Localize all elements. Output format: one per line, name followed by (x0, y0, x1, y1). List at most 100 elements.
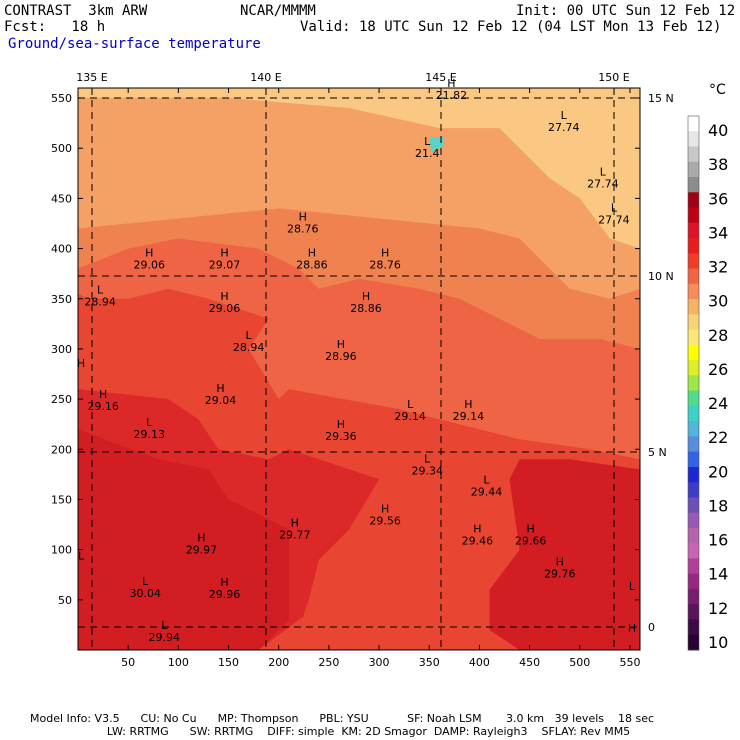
colorbar-swatch (688, 497, 699, 514)
extreme-value: 29.44 (471, 485, 503, 498)
y-tick-label: 400 (51, 243, 72, 256)
extreme-high-marker: H (381, 503, 389, 516)
y-tick-label: 450 (51, 192, 72, 205)
colorbar-swatch (688, 588, 699, 605)
extreme-high-marker: H (556, 556, 564, 569)
colorbar-label: 34 (708, 223, 728, 242)
latitude-label: 10 N (648, 270, 674, 283)
colorbar-swatch (688, 329, 699, 346)
colorbar-swatch (688, 207, 699, 224)
band-29-3-s (258, 599, 460, 650)
y-tick-label: 500 (51, 142, 72, 155)
colorbar-swatch (688, 238, 699, 254)
colorbar-swatch (688, 192, 699, 209)
extreme-value: 29.16 (87, 400, 119, 413)
edge-marker: H (77, 357, 85, 370)
colorbar-swatch (688, 146, 699, 163)
colorbar-swatch (688, 436, 699, 453)
colorbar-swatch (688, 283, 699, 300)
band-30-a (78, 429, 289, 650)
extreme-high-marker: H (308, 247, 316, 260)
colorbar-label: 10 (708, 633, 728, 652)
model-info-line2: LW: RRTMG SW: RRTMG DIFF: simple KM: 2D … (30, 725, 631, 738)
extreme-value: 29.94 (149, 631, 181, 644)
extreme-low-marker: L (146, 416, 153, 429)
extreme-value: 29.76 (544, 568, 576, 581)
y-tick-label: 300 (51, 343, 72, 356)
x-tick-label: 100 (168, 656, 189, 669)
colorbar-swatch (688, 222, 699, 239)
extreme-high-marker: H (220, 576, 228, 589)
band-30-b (489, 459, 640, 650)
colorbar-swatch (688, 161, 699, 178)
extreme-high-marker: H (216, 382, 224, 395)
extreme-low-marker: L (424, 135, 431, 148)
x-tick-label: 350 (419, 656, 440, 669)
extreme-high-marker: H (220, 290, 228, 303)
extreme-value: 21.4 (415, 147, 440, 160)
x-tick-label: 50 (121, 656, 135, 669)
colorbar-label: 26 (708, 360, 728, 379)
extreme-value: 28.76 (287, 222, 319, 235)
plot-frame (77, 87, 641, 651)
colorbar-label: 38 (708, 155, 728, 174)
extreme-low-marker: L (611, 201, 618, 214)
colorbar-swatch (688, 375, 699, 392)
init-time: Init: 00 UTC Sun 12 Feb 12 (516, 3, 736, 19)
colorbar-swatch (688, 482, 699, 498)
colorbar-swatch (688, 405, 699, 422)
extreme-value: 29.07 (209, 259, 241, 272)
extreme-low-marker: L (142, 575, 149, 588)
colorbar-swatch (688, 573, 699, 590)
extreme-value: 29.36 (325, 430, 357, 443)
colorbar-frame (687, 115, 700, 651)
extreme-value: 27.74 (587, 177, 619, 190)
extreme-low-marker: L (246, 329, 253, 342)
extreme-high-marker: H (145, 247, 153, 260)
extreme-value: 28.76 (369, 259, 401, 272)
extreme-high-marker: H (362, 290, 370, 303)
extreme-high-marker: H (291, 517, 299, 530)
y-tick-label: 200 (51, 443, 72, 456)
temperature-fill (78, 88, 640, 650)
longitude-label: 140 E (250, 71, 281, 84)
y-tick-label: 50 (58, 594, 72, 607)
extreme-high-marker: H (299, 210, 307, 223)
colorbar-swatch (688, 421, 699, 437)
edge-marker: H (628, 622, 636, 635)
x-tick-label: 150 (218, 656, 239, 669)
colorbar-swatch (688, 177, 699, 193)
forecast-hour: Fcst: 18 h (4, 19, 106, 35)
extreme-value: 29.34 (411, 464, 443, 477)
colorbar-swatch (688, 314, 699, 331)
y-tick-label: 250 (51, 393, 72, 406)
extreme-high-marker: H (337, 338, 345, 351)
colorbar-swatch (688, 619, 699, 636)
extreme-high-marker: H (447, 77, 455, 90)
latitude-label: 5 N (648, 446, 667, 459)
colorbar-unit: °C (709, 82, 726, 98)
y-tick-label: 150 (51, 493, 72, 506)
extreme-value: 29.04 (205, 394, 237, 407)
extreme-value: 28.96 (325, 350, 357, 363)
extreme-high-marker: H (464, 398, 472, 411)
extreme-low-marker: L (424, 452, 431, 465)
extreme-high-marker: H (526, 523, 534, 536)
extreme-value: 29.14 (394, 410, 426, 423)
extreme-value: 29.97 (186, 544, 218, 557)
model-info-line1: Model Info: V3.5 CU: No Cu MP: Thompson … (30, 712, 655, 725)
y-tick-label: 350 (51, 293, 72, 306)
x-tick-label: 200 (268, 656, 289, 669)
colorbar-label: 14 (708, 565, 728, 584)
latitude-label: 0 (648, 621, 655, 634)
x-tick-label: 500 (569, 656, 590, 669)
extreme-value: 30.04 (129, 587, 161, 600)
colorbar-swatch (688, 512, 699, 529)
extreme-value: 29.46 (462, 535, 494, 548)
extreme-value: 29.14 (453, 410, 485, 423)
extreme-value: 21.82 (436, 89, 468, 102)
x-tick-label: 400 (469, 656, 490, 669)
x-tick-label: 550 (619, 656, 640, 669)
field-title: Ground/sea-surface temperature (8, 36, 261, 52)
colorbar-label: 36 (708, 189, 728, 208)
